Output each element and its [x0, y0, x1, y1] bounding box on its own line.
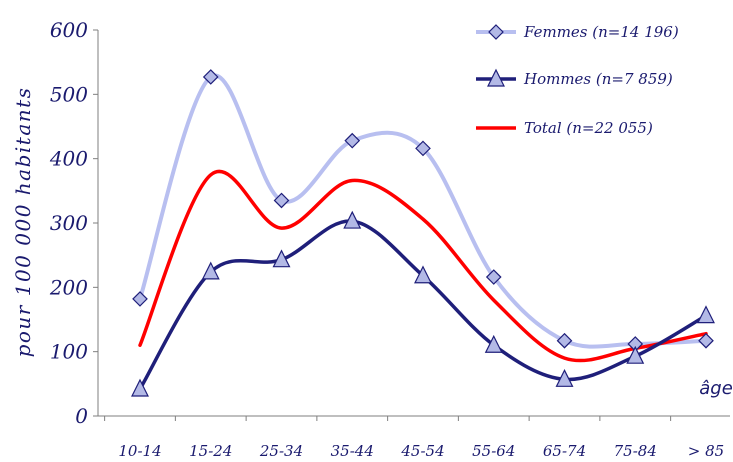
y-tick-label: 200 [49, 275, 88, 299]
hommes-data-point [697, 305, 715, 324]
hommes-data-point [201, 261, 220, 280]
series-line-femmes [138, 73, 708, 349]
femmes-data-point [698, 332, 714, 349]
legend-label: Femmes (n=14 196) [523, 23, 679, 41]
y-axis-label: pour 100 000 habitants [11, 87, 35, 358]
legend-label: Hommes (n=7 859) [523, 70, 673, 88]
femmes-data-point [132, 291, 148, 307]
femmes-data-point [415, 140, 431, 157]
x-tick-label: 55-64 [472, 442, 515, 460]
hommes-data-point [131, 378, 149, 397]
series-line-hommes [138, 219, 708, 391]
legend: Femmes (n=14 196) Hommes (n=7 859) Total (… [476, 23, 679, 137]
femmes-data-point [344, 132, 361, 149]
x-tick-label: 45-54 [400, 442, 444, 460]
x-tick-label: 35-44 [331, 442, 374, 460]
x-tick-label: 75-84 [614, 442, 657, 460]
x-axis-label: âge [699, 378, 733, 399]
x-axis [98, 415, 730, 421]
hommes-data-point [484, 334, 503, 353]
y-tick-label: 300 [50, 211, 88, 235]
hommes-data-point [272, 249, 291, 268]
y-tick-labels: 0 100 200 300 400 500 600 [49, 18, 88, 428]
x-tick-label: 65-74 [543, 442, 586, 460]
y-axis [93, 29, 99, 417]
legend-label: Total (n=22 055) [524, 119, 653, 137]
hommes-data-point [626, 345, 645, 364]
x-tick-labels: 10-14 15-24 25-34 35-44 45-54 55-64 65-74 75-84… [118, 442, 724, 460]
y-tick-label: 500 [50, 82, 88, 106]
hommes-data-point [343, 210, 362, 229]
x-tick-label: > 85 [688, 442, 724, 460]
x-tick-label: 15-24 [189, 442, 232, 460]
hommes-data-point [414, 265, 432, 284]
femmes-data-point [273, 192, 290, 209]
legend-swatch-marker [487, 68, 505, 87]
y-tick-label: 600 [50, 18, 88, 42]
y-tick-label: 0 [75, 404, 88, 428]
femmes-data-point [556, 332, 573, 349]
series-line-total [138, 169, 708, 363]
series-layer [131, 69, 715, 397]
x-tick-label: 10-14 [118, 442, 161, 460]
legend-swatch-marker [488, 24, 504, 40]
y-tick-label: 400 [49, 147, 88, 171]
hommes-data-point [555, 368, 574, 387]
femmes-data-point [202, 69, 219, 85]
femmes-data-point [485, 269, 502, 285]
y-tick-label: 100 [50, 340, 88, 364]
x-tick-label: 25-34 [259, 442, 303, 460]
